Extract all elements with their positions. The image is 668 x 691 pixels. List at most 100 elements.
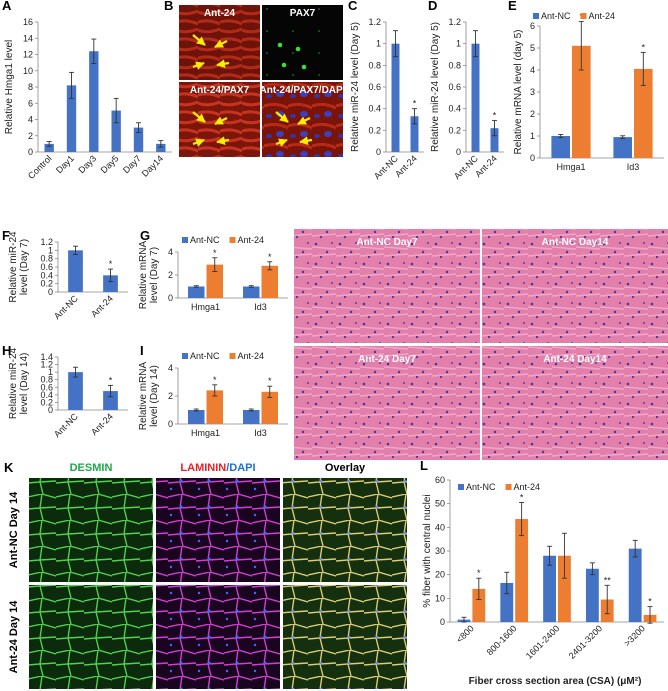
y-tick-label: 0.6 [448,82,461,92]
bar [613,137,632,158]
legend-swatch [229,353,236,359]
fluorescence-image [283,585,407,689]
error-bar [108,384,113,398]
bar [206,264,223,298]
bar [66,85,77,152]
legend-swatch [580,13,587,19]
legend-label: Ant-24 [238,351,265,361]
y-tick-label: 0.2 [448,125,461,135]
x-tick-label: 2401-3200 [567,623,605,661]
bar [634,68,653,158]
y-tick-label: 0.2 [368,125,381,135]
fluorescence-image [156,478,280,582]
x-tick-label: <800 [454,623,475,644]
column-header: LAMININ/DAPI [180,462,255,474]
x-tick-label: >3200 [622,623,647,648]
error-bar [113,97,119,124]
legend-swatch [182,237,188,243]
x-tick-label: Ant-NC [52,411,80,439]
legend-label: Ant-NC [466,482,496,492]
image-label: PAX7 [290,8,316,19]
y-tick-label: 2 [530,109,535,119]
x-tick-label: Ant-NC [372,153,400,181]
y-axis-label: level (Day 7) [19,239,30,295]
y-tick-label: 0.6 [40,382,53,392]
x-tick-label: Ant-24 [89,411,115,437]
x-tick-label: Id3 [254,428,267,438]
arrow [275,111,289,123]
y-tick-label: 1.2 [40,237,53,247]
y-tick-label: 0.4 [40,270,53,280]
x-tick-label: Day14 [140,153,165,178]
error-bar [412,108,417,125]
bar [490,128,499,152]
y-tick-label: 0 [376,147,381,157]
image-label: Ant-24 Day14 [543,354,607,365]
significance-label: * [109,259,113,269]
error-bar [640,51,646,86]
bar [156,143,166,152]
y-tick-label: 50 [435,499,445,509]
error-bar [267,385,273,398]
y-tick-label: 1.2 [448,17,461,27]
header-part: /DAPI [226,462,255,474]
y-tick-label: 6 [28,98,33,108]
bar [188,410,205,424]
y-tick-label: 16 [23,17,33,27]
y-tick-label: 1.4 [40,352,53,362]
x-tick-label: Id3 [627,162,640,172]
legend-swatch [182,353,188,359]
image-label: Ant-24/PAX7/DAPI [260,85,346,96]
y-tick-label: 0.6 [40,262,53,272]
arrow [192,61,205,70]
bar [471,43,480,152]
bar [44,143,54,152]
y-axis-label: % fiber with central nuclei [422,494,433,607]
x-tick-label: Day5 [99,153,121,175]
y-tick-label: 0 [48,287,53,297]
arrow [299,136,313,146]
y-tick-label: 0 [456,147,461,157]
x-tick-label: Ant-24 [473,153,499,179]
fluorescence-image [156,585,280,689]
y-tick-label: 0 [440,617,445,627]
bar [472,588,486,622]
y-tick-label: 10 [23,66,33,76]
image-label: Ant-NC Day14 [542,237,609,248]
x-tick-label: Ant-NC [452,153,480,181]
bar [261,265,278,298]
bar [585,568,599,622]
row-label: Ant-NC Day 14 [8,491,20,568]
arrow [214,116,228,125]
y-tick-label: 0.6 [368,82,381,92]
arrow [192,34,206,46]
y-tick-label: 2 [28,131,33,141]
error-bar [91,38,97,64]
x-tick-label: Ant-NC [52,293,80,321]
histology-image [294,346,480,460]
header-part: LAMININ [180,462,226,474]
x-tick-label: Hmga1 [556,162,585,172]
x-tick-label: Hmga1 [191,302,220,312]
error-bar [519,502,525,537]
y-tick-label: 0.8 [40,375,53,385]
x-axis-label: Fiber cross section area (CSA) (μM²) [469,676,642,687]
y-tick-label: 0 [168,293,173,303]
significance-label: * [520,492,524,502]
error-bar [393,30,398,58]
y-tick-label: 6 [530,21,535,31]
bar [68,372,83,410]
arrow [297,116,311,125]
bar [261,391,278,424]
y-axis-label: Relative mRNA [138,362,149,431]
y-axis-label: Relative Hmga1 level [4,40,15,135]
error-bar [604,584,610,615]
panel-letter: B [164,0,173,13]
y-tick-label: 0 [48,405,53,415]
arrow [192,111,206,123]
column-header: Overlay [325,462,366,474]
x-tick-label: Hmga1 [191,428,220,438]
nucleus [295,46,301,52]
panel-letter: F [2,228,10,243]
error-bar [73,245,78,255]
